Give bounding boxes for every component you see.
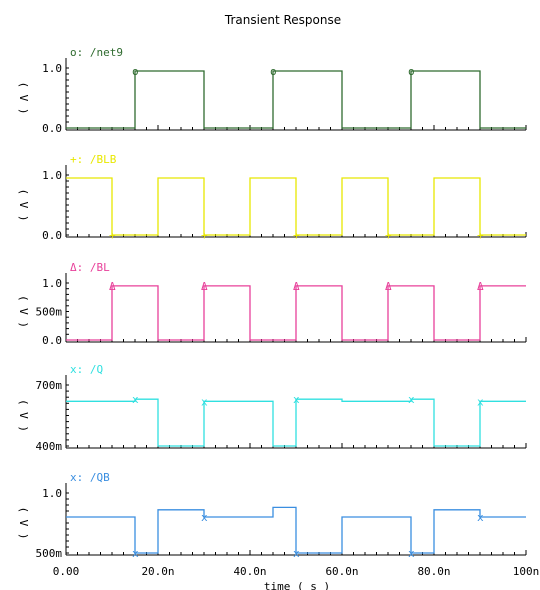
series-marker: o [270, 65, 277, 78]
y-tick-label: 500m [36, 306, 63, 319]
series-marker: x [201, 395, 208, 408]
legend-entry: x: /QB [70, 471, 110, 484]
y-tick-label: 1.0 [42, 277, 62, 290]
x-tick-label: 40.0n [233, 565, 266, 578]
panel-net9: 1.0 0.0 ( V ) o: /net9 o o o [17, 46, 527, 135]
panel-blb: 1.0 0.0 ( V ) +: /BLB + + + + + [17, 153, 527, 242]
y-tick-label: 500m [36, 547, 63, 560]
series-line [66, 398, 526, 447]
series-marker: x [477, 511, 484, 524]
legend-entry: x: /Q [70, 363, 103, 376]
series-marker: x [132, 547, 139, 560]
series-line [66, 506, 526, 554]
series-marker: + [477, 229, 484, 242]
y-axis-label: ( V ) [17, 506, 30, 539]
y-tick-label: 0.0 [42, 229, 62, 242]
y-tick-label: 1.0 [42, 169, 62, 182]
y-tick-label: 400m [36, 440, 63, 453]
series-marker: Δ [201, 280, 208, 293]
series-marker: o [408, 65, 415, 78]
series-line [66, 177, 526, 236]
y-tick-label: 0.0 [42, 334, 62, 347]
y-tick-label: 1.0 [42, 62, 62, 75]
y-axis-label: ( V ) [17, 399, 30, 432]
y-tick-label: 1.0 [42, 487, 62, 500]
series-marker: + [109, 229, 116, 242]
chart-panels: 1.0 0.0 ( V ) o: /net9 o o o 1.0 0.0 ( V ) +: /BLB… [17, 46, 527, 560]
series-marker: x [132, 393, 139, 406]
x-tick-label: 0.00 [53, 565, 80, 578]
series-line [66, 70, 526, 129]
series-line [66, 285, 526, 341]
legend-entry: Δ: /BL [70, 261, 110, 274]
chart-title: Transient Response [224, 13, 341, 27]
legend-entry: o: /net9 [70, 46, 123, 59]
series-marker: o [132, 65, 139, 78]
series-marker: + [201, 229, 208, 242]
series-marker: Δ [293, 280, 300, 293]
panel-qb: 1.0 500m ( V ) x: /QB x x x x x [17, 471, 527, 560]
series-marker: + [385, 229, 392, 242]
y-tick-label: 0.0 [42, 122, 62, 135]
y-axis-label: ( V ) [17, 188, 30, 221]
x-tick-label: 60.0n [325, 565, 358, 578]
series-marker: x [293, 547, 300, 560]
series-marker: x [408, 547, 415, 560]
x-tick-label: 80.0n [417, 565, 450, 578]
y-axis-label: ( V ) [17, 81, 30, 114]
series-marker: Δ [109, 280, 116, 293]
y-axis-label: ( V ) [17, 295, 30, 328]
x-tick-label: 100n [513, 565, 540, 578]
x-axis-label: time ( s ) [264, 580, 330, 590]
panel-bl: 1.0 500m 0.0 ( V ) Δ: /BL Δ Δ Δ Δ Δ [17, 261, 527, 347]
legend-entry: +: /BLB [70, 153, 117, 166]
series-marker: Δ [385, 280, 392, 293]
series-marker: x [408, 393, 415, 406]
series-marker: Δ [477, 280, 484, 293]
series-marker: + [293, 229, 300, 242]
series-marker: x [477, 395, 484, 408]
series-marker: x [201, 511, 208, 524]
y-tick-label: 700m [36, 379, 63, 392]
x-axis: 0.00 20.0n 40.0n 60.0n 80.0n 100n [53, 565, 540, 578]
series-marker: x [293, 393, 300, 406]
panel-q: 700m 400m ( V ) x: /Q x x x x x [17, 363, 527, 453]
x-tick-label: 20.0n [141, 565, 174, 578]
